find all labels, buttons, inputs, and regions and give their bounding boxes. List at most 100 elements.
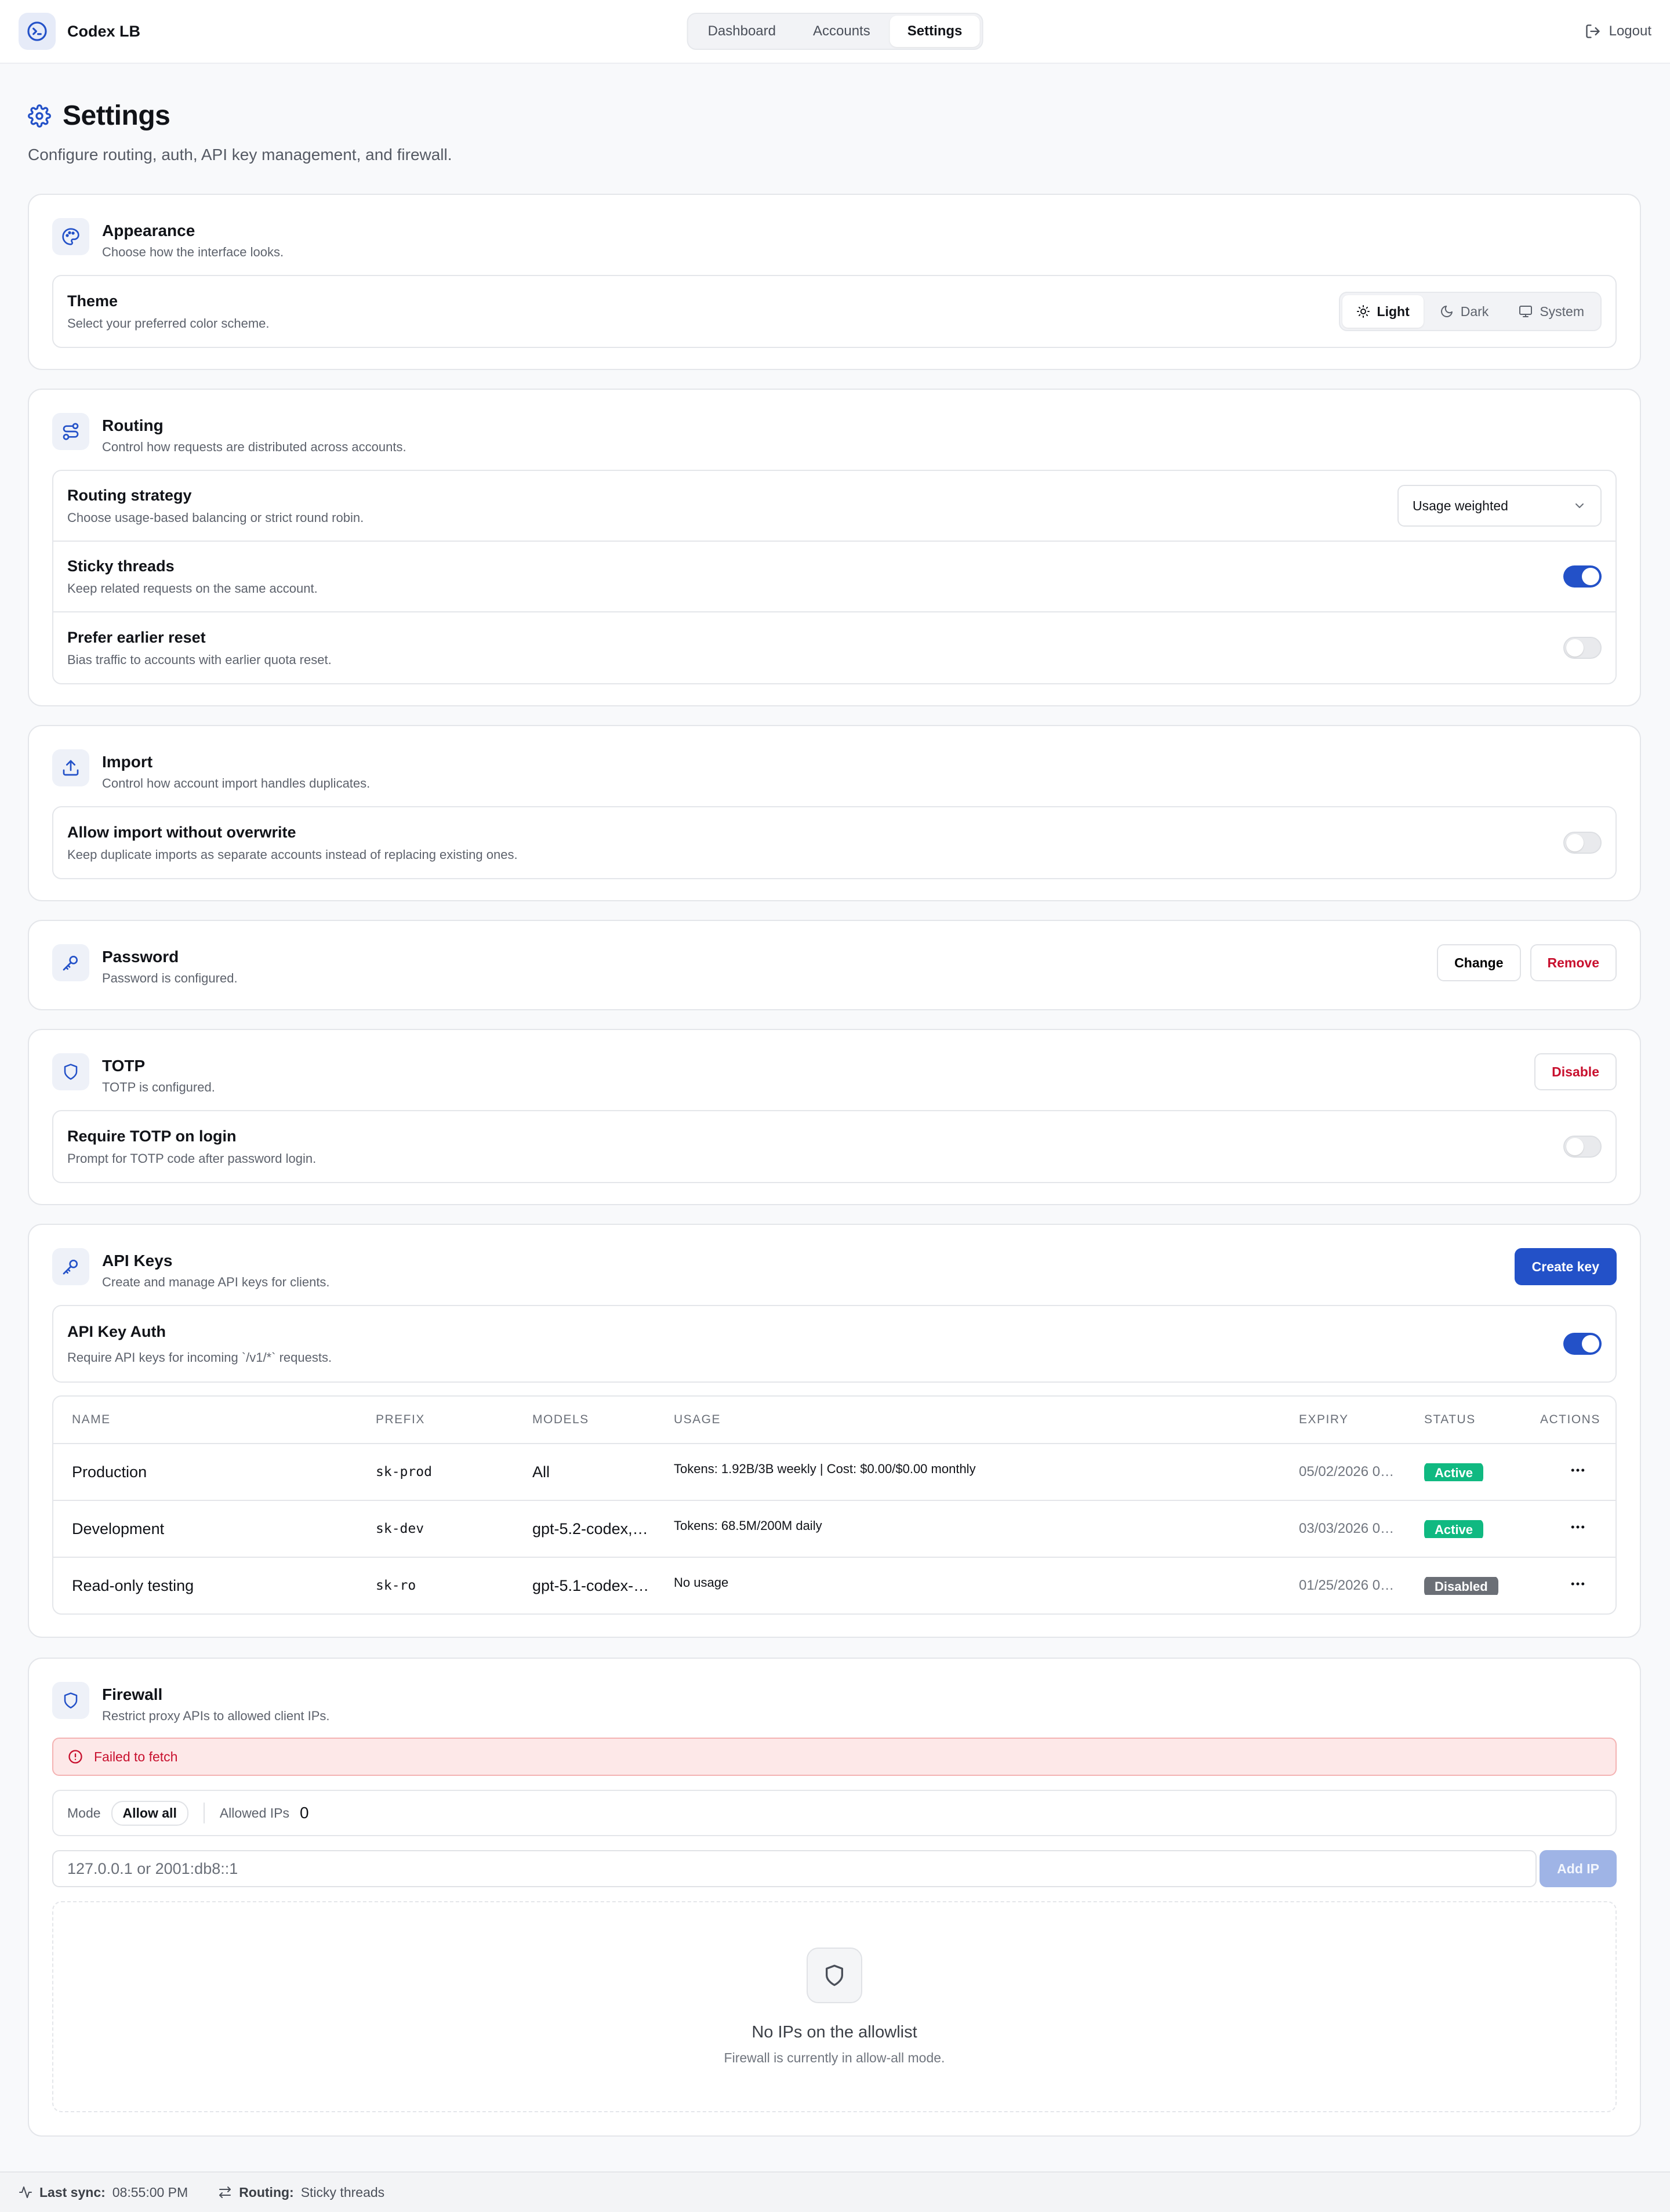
theme-light-label: Light bbox=[1377, 303, 1410, 319]
page-title: Settings bbox=[63, 100, 170, 131]
mode-label: Mode bbox=[67, 1805, 101, 1821]
password-card: Password Password is configured. Change … bbox=[28, 920, 1641, 1010]
totp-card: TOTP TOTP is configured. Disable Require… bbox=[28, 1029, 1641, 1205]
more-actions-icon[interactable] bbox=[1569, 1462, 1587, 1483]
tab-settings[interactable]: Settings bbox=[890, 16, 980, 47]
status-badge: Active bbox=[1424, 1463, 1484, 1481]
logout-icon bbox=[1585, 24, 1600, 38]
allowed-ips-label: Allowed IPs bbox=[219, 1805, 290, 1821]
api-keys-table: NAME PREFIX MODELS USAGE EXPIRY STATUS A… bbox=[52, 1395, 1617, 1615]
key-prefix: sk-prod bbox=[376, 1464, 432, 1479]
theme-option-system[interactable]: System bbox=[1505, 295, 1598, 328]
theme-option-light[interactable]: Light bbox=[1342, 295, 1424, 328]
firewall-card: Firewall Restrict proxy APIs to allowed … bbox=[28, 1658, 1641, 2137]
key-name: Development bbox=[72, 1520, 165, 1537]
key-models: gpt-5.1-codex-… bbox=[532, 1576, 649, 1594]
tab-accounts[interactable]: Accounts bbox=[813, 23, 870, 39]
firewall-mode-row: Mode Allow all Allowed IPs 0 bbox=[52, 1790, 1617, 1836]
route-icon bbox=[52, 413, 89, 450]
allow-import-row: Allow import without overwrite Keep dupl… bbox=[53, 807, 1615, 878]
key-expiry: 03/03/2026 0… bbox=[1299, 1521, 1395, 1536]
key-expiry: 05/02/2026 0… bbox=[1299, 1464, 1395, 1479]
api-key-auth-toggle[interactable] bbox=[1563, 1333, 1602, 1355]
change-password-button[interactable]: Change bbox=[1437, 944, 1521, 981]
firewall-error-text: Failed to fetch bbox=[94, 1749, 178, 1764]
firewall-desc: Restrict proxy APIs to allowed client IP… bbox=[102, 1709, 330, 1723]
activity-icon bbox=[19, 2186, 32, 2198]
sticky-threads-title: Sticky threads bbox=[67, 557, 175, 575]
api-key-auth-rows: API Key Auth Require API keys for incomi… bbox=[52, 1305, 1617, 1383]
routing-desc: Control how requests are distributed acr… bbox=[102, 440, 406, 454]
empty-desc: Firewall is currently in allow-all mode. bbox=[724, 2050, 945, 2065]
require-totp-row: Require TOTP on login Prompt for TOTP co… bbox=[53, 1111, 1615, 1182]
allow-import-toggle[interactable] bbox=[1563, 832, 1602, 854]
status-badge: Active bbox=[1424, 1520, 1484, 1538]
routing-strategy-desc: Choose usage-based balancing or strict r… bbox=[67, 510, 364, 525]
status-badge: Disabled bbox=[1424, 1576, 1498, 1595]
sticky-threads-toggle[interactable] bbox=[1563, 565, 1602, 588]
shield-icon bbox=[807, 1948, 862, 2003]
palette-icon bbox=[52, 218, 89, 255]
theme-switcher: Light Dark System bbox=[1338, 292, 1602, 331]
col-expiry: EXPIRY bbox=[1299, 1413, 1349, 1426]
routing-card: Routing Control how requests are distrib… bbox=[28, 389, 1641, 706]
create-key-button[interactable]: Create key bbox=[1514, 1248, 1617, 1285]
brand[interactable]: Codex LB bbox=[19, 13, 140, 50]
require-totp-toggle[interactable] bbox=[1563, 1136, 1602, 1158]
col-prefix: PREFIX bbox=[376, 1413, 425, 1426]
monitor-icon bbox=[1519, 306, 1533, 317]
import-rows: Allow import without overwrite Keep dupl… bbox=[52, 806, 1617, 879]
prefer-reset-toggle[interactable] bbox=[1563, 637, 1602, 659]
key-prefix: sk-dev bbox=[376, 1521, 424, 1536]
top-bar: Codex LB Dashboard Accounts Settings Log… bbox=[0, 0, 1670, 64]
logout-label: Logout bbox=[1609, 23, 1651, 39]
appearance-rows: Theme Select your preferred color scheme… bbox=[52, 275, 1617, 348]
sticky-threads-desc: Keep related requests on the same accoun… bbox=[67, 581, 318, 596]
mode-chip[interactable]: Allow all bbox=[111, 1800, 188, 1826]
table-header: NAME PREFIX MODELS USAGE EXPIRY STATUS A… bbox=[53, 1397, 1615, 1443]
table-row[interactable]: Development sk-dev gpt-5.2-codex,… Token… bbox=[53, 1500, 1615, 1557]
chevron-down-icon bbox=[1575, 503, 1584, 508]
sun-icon bbox=[1356, 305, 1370, 318]
last-sync: Last sync: 08:55:00 PM bbox=[19, 2185, 188, 2200]
theme-dark-label: Dark bbox=[1460, 303, 1489, 319]
shield-icon bbox=[52, 1053, 89, 1090]
ip-address-input[interactable]: 127.0.0.1 or 2001:db8::1 bbox=[52, 1850, 1537, 1887]
last-sync-value: 08:55:00 PM bbox=[112, 2184, 188, 2200]
table-row[interactable]: Read-only testing sk-ro gpt-5.1-codex-… … bbox=[53, 1557, 1615, 1613]
key-name: Production bbox=[72, 1463, 147, 1481]
col-name: NAME bbox=[72, 1413, 111, 1426]
page-subtitle: Configure routing, auth, API key managem… bbox=[28, 146, 452, 164]
password-title: Password bbox=[102, 948, 179, 966]
logout-button[interactable]: Logout bbox=[1585, 23, 1651, 39]
add-ip-button[interactable]: Add IP bbox=[1540, 1850, 1617, 1887]
key-usage: Tokens: 68.5M/200M daily bbox=[674, 1518, 822, 1533]
empty-title: No IPs on the allowlist bbox=[752, 2023, 917, 2041]
prefer-reset-row: Prefer earlier reset Bias traffic to acc… bbox=[53, 612, 1615, 683]
theme-option-dark[interactable]: Dark bbox=[1426, 295, 1503, 328]
api-keys-desc: Create and manage API keys for clients. bbox=[102, 1275, 330, 1289]
shield-icon bbox=[52, 1682, 89, 1719]
status-bar: Last sync: 08:55:00 PM Routing: Sticky t… bbox=[0, 2171, 1670, 2212]
disable-totp-button[interactable]: Disable bbox=[1534, 1053, 1617, 1090]
table-row[interactable]: Production sk-prod All Tokens: 1.92B/3B … bbox=[53, 1443, 1615, 1500]
routing-status-value: Sticky threads bbox=[300, 2184, 385, 2200]
more-actions-icon[interactable] bbox=[1569, 1518, 1587, 1540]
allowed-ips-count: 0 bbox=[300, 1804, 309, 1822]
gear-icon bbox=[28, 104, 51, 128]
api-keys-card: API Keys Create and manage API keys for … bbox=[28, 1224, 1641, 1638]
routing-strategy-row: Routing strategy Choose usage-based bala… bbox=[53, 471, 1615, 542]
totp-title: TOTP bbox=[102, 1057, 146, 1075]
remove-password-button[interactable]: Remove bbox=[1530, 944, 1617, 981]
routing-strategy-select[interactable]: Usage weighted bbox=[1397, 485, 1602, 527]
routing-status: Routing: Sticky threads bbox=[218, 2185, 384, 2200]
routing-title: Routing bbox=[102, 416, 164, 434]
firewall-title: Firewall bbox=[102, 1685, 163, 1703]
col-status: STATUS bbox=[1424, 1413, 1476, 1426]
routing-strategy-value: Usage weighted bbox=[1413, 498, 1508, 513]
prefer-reset-desc: Bias traffic to accounts with earlier qu… bbox=[67, 652, 332, 667]
key-icon bbox=[52, 944, 89, 981]
tab-dashboard[interactable]: Dashboard bbox=[707, 23, 776, 39]
api-key-auth-title: API Key Auth bbox=[67, 1322, 166, 1340]
more-actions-icon[interactable] bbox=[1569, 1575, 1587, 1597]
